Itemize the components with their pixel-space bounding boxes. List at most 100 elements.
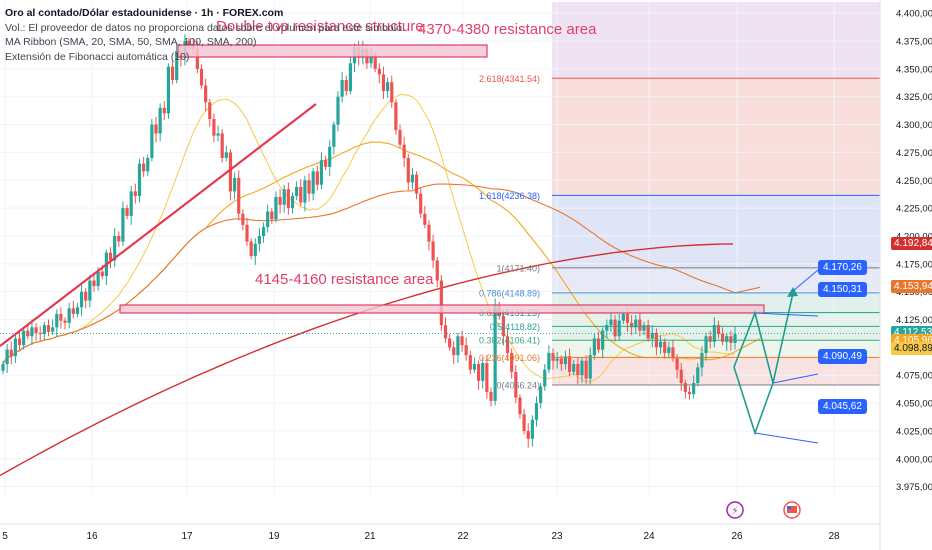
candle[interactable] [253,243,257,257]
candle[interactable] [530,419,534,439]
candle[interactable] [476,364,481,381]
candle[interactable] [460,336,464,346]
volume-legend[interactable]: Vol.: El proveedor de datos no proporcio… [5,21,405,34]
candle[interactable] [613,319,617,337]
candle[interactable] [687,391,692,395]
candle[interactable] [448,338,452,348]
candle[interactable] [319,160,324,185]
candle[interactable] [526,430,530,439]
candle[interactable] [71,308,75,314]
candle[interactable] [658,341,663,348]
candle[interactable] [295,186,299,196]
candle[interactable] [625,313,630,323]
candle[interactable] [398,130,402,145]
candle[interactable] [137,163,142,196]
candle[interactable] [154,124,158,134]
candle[interactable] [716,325,721,335]
candle[interactable] [373,55,377,69]
candle[interactable] [133,191,137,196]
candle[interactable] [59,313,63,321]
candle[interactable] [38,332,42,335]
candle[interactable] [42,325,46,335]
candle[interactable] [435,260,439,281]
candle[interactable] [547,352,551,370]
candle[interactable] [381,74,386,92]
projection-target-label[interactable]: 4.170,26 [818,260,867,276]
candle[interactable] [286,189,290,209]
candle[interactable] [464,345,468,356]
candle[interactable] [328,146,332,167]
candle[interactable] [588,355,592,379]
candle[interactable] [472,364,477,370]
candle[interactable] [311,171,315,194]
candle[interactable] [195,48,199,69]
candle[interactable] [84,291,88,301]
candle[interactable] [266,211,270,228]
price-axis-label[interactable]: 4.153,94 [891,280,932,294]
candle[interactable] [456,336,460,356]
candle[interactable] [303,180,307,203]
candle[interactable] [146,157,150,172]
candle[interactable] [113,235,117,261]
candle[interactable] [162,107,166,114]
candle[interactable] [22,330,26,346]
annotation-4145-area[interactable]: 4145-4160 resistance area [255,271,434,288]
candle[interactable] [290,195,295,209]
candle[interactable] [410,174,415,183]
candle[interactable] [121,208,125,242]
candle[interactable] [369,55,373,64]
candle[interactable] [394,102,398,131]
candle[interactable] [592,338,596,356]
candle[interactable] [323,160,328,167]
candle[interactable] [282,189,286,205]
candle[interactable] [650,332,654,339]
candle[interactable] [638,319,642,331]
candle[interactable] [1,364,5,371]
candle[interactable] [158,107,162,134]
candle[interactable] [555,358,559,361]
annotation-4370-area[interactable]: 4370-4380 resistance area [418,21,597,38]
projection-target-label[interactable]: 4.150,31 [818,282,867,298]
candle[interactable] [241,213,245,225]
candle[interactable] [675,358,679,370]
candle[interactable] [700,352,704,368]
candle[interactable] [518,397,522,415]
candle[interactable] [257,235,262,244]
candle[interactable] [92,280,96,287]
candle[interactable] [539,386,543,404]
candle[interactable] [419,193,423,214]
candle[interactable] [621,313,625,321]
candle[interactable] [634,319,638,328]
candle[interactable] [692,383,696,395]
candle[interactable] [452,347,456,356]
projection-target-label[interactable]: 4.045,62 [818,398,867,414]
candle[interactable] [79,291,84,308]
candle[interactable] [187,40,191,45]
candle[interactable] [522,414,526,431]
candle[interactable] [224,152,228,158]
candle[interactable] [704,336,708,353]
candle[interactable] [129,191,133,216]
candle[interactable] [175,51,179,80]
resistance-zone-4145[interactable] [119,304,765,314]
candle[interactable] [485,362,489,392]
candle[interactable] [220,133,224,158]
fib-extension-legend[interactable]: Extensión de Fibonacci automática (10) [5,50,190,63]
candle[interactable] [572,364,576,372]
candle[interactable] [55,313,59,328]
annotation-double-top[interactable]: Double top resistance structure [216,18,424,35]
candle[interactable] [663,341,667,353]
candle[interactable] [228,152,233,192]
candle[interactable] [584,360,588,379]
candle[interactable] [13,338,18,357]
candle[interactable] [534,403,539,420]
candle[interactable] [596,338,601,350]
candle[interactable] [199,68,204,86]
candle[interactable] [340,79,344,97]
candle[interactable] [559,358,563,365]
symbol-title[interactable]: Oro al contado/Dólar estadounidense · 1h… [5,7,284,19]
candle[interactable] [88,280,92,301]
candle[interactable] [580,360,584,376]
candle[interactable] [270,211,274,220]
